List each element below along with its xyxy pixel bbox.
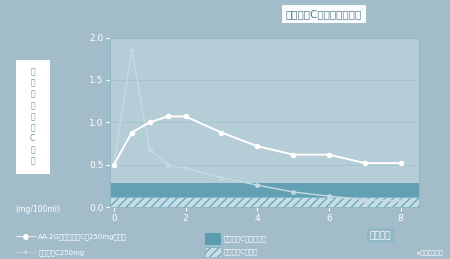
Text: 血
中
ビ
タ
ミ
ン
C
濃
度: 血 中 ビ タ ミ ン C 濃 度 xyxy=(30,68,35,166)
Text: 経過時間: 経過時間 xyxy=(369,231,391,240)
Text: —✦—: —✦— xyxy=(16,248,37,257)
Bar xyxy=(110,183,418,197)
Text: ビタミンC血中濃度の推移: ビタミンC血中濃度の推移 xyxy=(286,9,362,19)
Text: —●—: —●— xyxy=(16,233,38,241)
Text: ビタミンCが不足気味: ビタミンCが不足気味 xyxy=(224,236,267,242)
Text: ※岡山大学調べ: ※岡山大学調べ xyxy=(415,251,443,256)
Text: (mg/100ml): (mg/100ml) xyxy=(16,205,61,214)
Text: ビタミンCが不足: ビタミンCが不足 xyxy=(224,248,258,255)
Bar xyxy=(110,197,418,207)
Text: AA-2G（ビタミンC約250mg相当）: AA-2G（ビタミンC約250mg相当） xyxy=(38,234,127,240)
Text: ビタミンC250mg: ビタミンC250mg xyxy=(38,249,85,256)
